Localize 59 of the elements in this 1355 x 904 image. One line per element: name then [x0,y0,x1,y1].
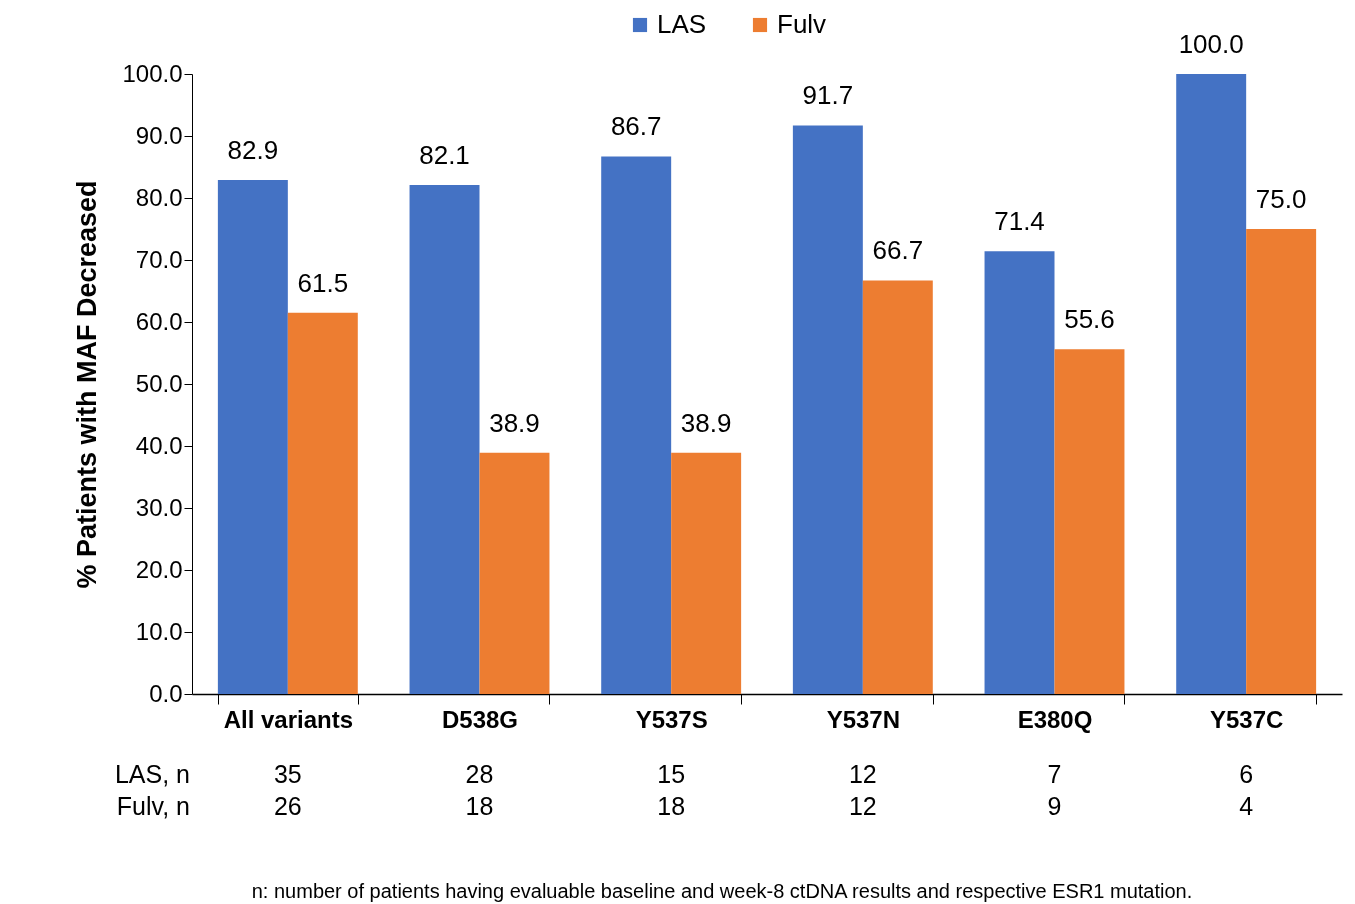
text: 28 [465,760,494,788]
x-tick-label: D538G [441,705,519,733]
bar [217,180,288,694]
y-tick-label: 40.0 [135,431,183,459]
data-label: 75.0 [1255,184,1307,214]
y-tick-label: 60.0 [135,307,183,335]
x-tick-label: E380Q [1017,705,1093,733]
data-label: 55.6 [1064,304,1115,335]
bar [409,184,480,694]
text: 15 [657,760,686,788]
y-axis-title: % Patients with MAF Decreased [72,180,103,589]
text: 18 [657,792,686,820]
bar [671,452,742,694]
text: Fulv, n [116,792,190,820]
data-label: 100.0 [1178,29,1244,59]
y-tick-label: 100.0 [122,59,183,87]
text: 12 [848,792,877,820]
x-tick-label: Y537S [635,705,708,733]
y-tick-label: 90.0 [135,121,183,149]
data-label: 86.7 [610,111,662,142]
data-label: 61.5 [297,267,349,298]
data-label: 66.7 [872,235,924,266]
bar [1176,74,1247,694]
y-tick-label: 10.0 [135,617,183,645]
text: 9 [1047,792,1062,820]
bar [479,452,550,694]
x-tick-label: Y537N [826,705,901,733]
legend-label: LAS [657,9,707,39]
bar [287,312,358,694]
text: 18 [465,792,494,820]
bar [601,156,672,694]
data-label: 38.9 [680,407,732,438]
data-label: 82.1 [419,139,470,170]
text: 35 [273,760,302,788]
bar [792,125,863,694]
text: n: number of patients having evaluable baseline and week-8 ctDNA results and respective ESR1 mutation. [251,880,1193,902]
data-label: 38.9 [489,407,540,438]
y-tick-label: 70.0 [135,245,183,273]
data-label: 91.7 [802,80,854,111]
text: 4 [1239,792,1254,820]
bar [1054,349,1125,694]
legend-label: Fulv [777,9,827,39]
y-tick-label: 80.0 [135,183,183,211]
data-label: 82.9 [227,135,279,166]
text: 6 [1239,760,1254,788]
y-tick-label: 0.0 [149,679,183,707]
bar [1246,229,1317,694]
y-tick-label: 50.0 [135,369,183,397]
text: LAS, n [114,760,190,788]
y-tick-label: 20.0 [135,555,183,583]
bar [862,280,933,694]
x-tick-label: All variants [223,705,354,733]
data-label: 71.4 [994,206,1045,237]
x-tick-label: Y537C [1209,705,1284,733]
text: 12 [848,760,877,788]
text: 26 [273,792,302,820]
y-tick-label: 30.0 [135,493,183,521]
bar [984,251,1055,694]
text: 7 [1047,760,1062,788]
